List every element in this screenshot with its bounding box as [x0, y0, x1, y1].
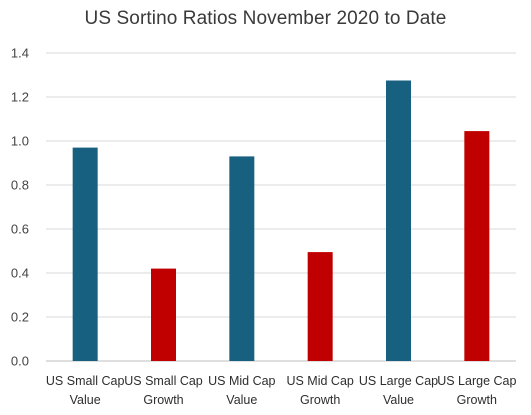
- y-tick-label: 0.4: [11, 266, 29, 281]
- y-tick-label: 1.2: [11, 90, 29, 105]
- x-tick-label: US Small Cap Value: [46, 374, 125, 407]
- bar: [386, 80, 411, 361]
- y-tick-label: 1.4: [11, 46, 29, 61]
- bars: [72, 80, 490, 361]
- x-tick-label: US Small Cap Growth: [124, 374, 203, 407]
- x-tick-label: US Large Cap Growth: [437, 374, 516, 407]
- x-tick-label: US Mid Cap Value: [208, 374, 275, 407]
- y-tick-label: 0.8: [11, 178, 29, 193]
- y-axis: 0.0 0.2 0.4 0.6 0.8 1.0 1.2 1.4: [11, 46, 29, 369]
- y-tick-label: 1.0: [11, 134, 29, 149]
- y-tick-label: 0.6: [11, 222, 29, 237]
- bar: [229, 156, 255, 361]
- bar: [72, 147, 98, 361]
- gridlines: [46, 52, 516, 362]
- y-tick-label: 0.2: [11, 310, 29, 325]
- bar: [464, 131, 490, 361]
- y-tick-label: 0.0: [11, 354, 29, 369]
- bar: [151, 268, 176, 361]
- bar: [307, 252, 333, 361]
- x-tick-label: US Large Cap Value: [359, 374, 438, 407]
- x-tick-label: US Mid Cap Growth: [286, 374, 353, 407]
- chart-title: US Sortino Ratios November 2020 to Date: [84, 8, 447, 29]
